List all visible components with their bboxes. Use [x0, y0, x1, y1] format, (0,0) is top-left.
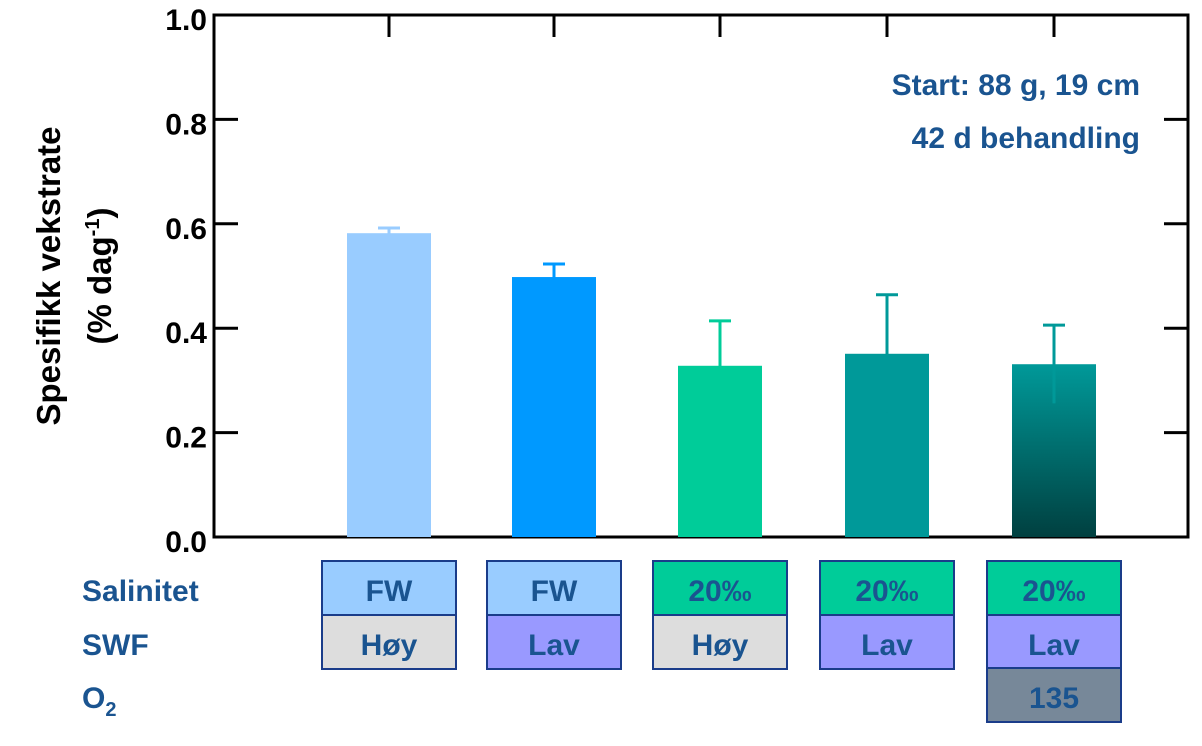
cell-text: Lav: [1028, 629, 1080, 662]
cell-text: FW: [366, 575, 413, 608]
bar: [512, 277, 596, 537]
annotation: Start: 88 g, 19 cm: [892, 69, 1140, 102]
row-label-text: SWF: [82, 629, 149, 662]
unit-tail: ): [81, 208, 118, 219]
y-axis-label: Spesifikk vekstrate: [30, 126, 67, 425]
y-axis-unit: (% dag-1): [81, 208, 118, 345]
row-label: SWF: [82, 629, 149, 662]
y-tick-label: 1.0: [165, 4, 207, 37]
y-tick-label: 0.4: [165, 317, 207, 350]
y-tick-label: 0.0: [165, 526, 207, 559]
cell-text: FW: [531, 575, 578, 608]
cell-text: Lav: [861, 629, 913, 662]
table-cell: [819, 560, 955, 616]
row-label: Salinitet: [82, 575, 199, 608]
table-cell: [819, 614, 955, 670]
table-cell: [652, 560, 788, 616]
table-cell: [986, 667, 1122, 723]
table-cell: [486, 614, 622, 670]
row-label-text: O: [82, 682, 105, 715]
table-cell: [986, 614, 1122, 670]
unit-sup: -1: [82, 219, 104, 237]
y-tick-label: 0.6: [165, 213, 207, 246]
table-cell: [321, 560, 457, 616]
cell-text: 135: [1029, 682, 1079, 715]
top-ticks: [387, 15, 1056, 37]
table-cell: [321, 614, 457, 670]
row-label-sub: 2: [105, 699, 116, 721]
y-tick-label: 0.2: [165, 422, 207, 455]
unit-text: (% dag: [81, 236, 118, 344]
row-label: O2: [82, 682, 116, 721]
row-label-text: Salinitet: [82, 575, 199, 608]
cell-text: 20‰: [855, 575, 918, 608]
cell-text: Lav: [528, 629, 580, 662]
cell-text: 20‰: [1022, 575, 1085, 608]
cell-text: Høy: [692, 629, 749, 662]
cell-text: 20‰: [688, 575, 751, 608]
annotation: 42 d behandling: [912, 122, 1140, 155]
cell-text: Høy: [361, 629, 418, 662]
bar: [347, 233, 431, 538]
table-cell: [652, 614, 788, 670]
y-tick-label: 0.8: [165, 108, 207, 141]
